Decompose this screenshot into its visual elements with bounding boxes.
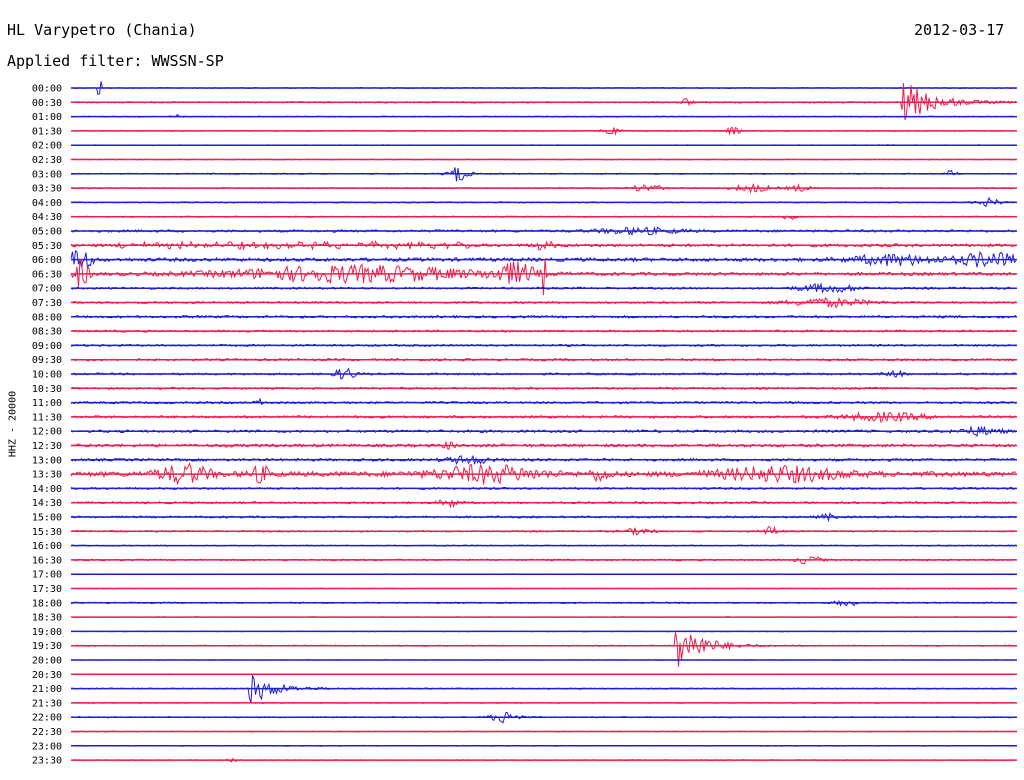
time-tick-label: 10:30	[32, 384, 62, 395]
time-tick-label: 17:30	[32, 584, 62, 595]
time-tick-label: 01:00	[32, 112, 62, 123]
time-tick-label: 13:00	[32, 455, 62, 466]
time-tick-label: 14:00	[32, 484, 62, 495]
time-tick-label: 09:30	[32, 355, 62, 366]
seismic-trace-1330	[70, 462, 1017, 486]
time-tick-label: 15:30	[32, 527, 62, 538]
time-tick-label: 13:30	[32, 470, 62, 481]
time-tick-label: 07:30	[32, 298, 62, 309]
filter-label: Applied filter: WWSSN-SP	[7, 52, 224, 70]
time-tick-label: 04:00	[32, 198, 62, 209]
date-label: 2012-03-17	[914, 21, 1005, 39]
time-tick-label: 01:30	[32, 126, 62, 137]
time-tick-label: 03:30	[32, 184, 62, 195]
time-tick-label: 19:00	[32, 627, 62, 638]
time-tick-label: 21:00	[32, 684, 62, 695]
time-tick-label: 23:00	[32, 741, 62, 752]
time-tick-label: 05:00	[32, 227, 62, 238]
time-tick-label: 09:00	[32, 341, 62, 352]
seismic-trace-1100	[70, 397, 1017, 405]
time-tick-label: 02:30	[32, 155, 62, 166]
time-tick-label: 11:00	[32, 398, 62, 409]
seismic-trace-1000	[70, 367, 1017, 380]
time-tick-label: 22:30	[32, 727, 62, 738]
time-tick-label: 12:30	[32, 441, 62, 452]
station-title: HL Varypetro (Chania)	[7, 21, 197, 39]
time-tick-label: 00:30	[32, 98, 62, 109]
time-tick-label: 06:00	[32, 255, 62, 266]
seismic-trace-0630	[70, 258, 1017, 296]
time-tick-label: 22:00	[32, 713, 62, 724]
time-tick-label: 17:00	[32, 570, 62, 581]
time-tick-label: 06:30	[32, 269, 62, 280]
time-tick-label: 02:00	[32, 141, 62, 152]
time-tick-label: 21:30	[32, 698, 62, 709]
time-tick-label: 05:30	[32, 241, 62, 252]
time-tick-label: 07:00	[32, 284, 62, 295]
time-tick-label: 08:00	[32, 312, 62, 323]
time-tick-label: 04:30	[32, 212, 62, 223]
time-tick-label: 16:00	[32, 541, 62, 552]
seismic-trace-0930	[70, 357, 1017, 362]
time-tick-label: 14:30	[32, 498, 62, 509]
time-tick-label: 19:30	[32, 641, 62, 652]
time-tick-label: 11:30	[32, 412, 62, 423]
time-tick-label: 15:00	[32, 513, 62, 524]
time-tick-label: 03:00	[32, 169, 62, 180]
time-tick-label: 16:30	[32, 555, 62, 566]
time-tick-label: 08:30	[32, 327, 62, 338]
time-tick-label: 18:30	[32, 613, 62, 624]
time-tick-label: 23:30	[32, 756, 62, 767]
seismic-trace-1200	[70, 425, 1017, 438]
time-tick-label: 00:00	[32, 84, 62, 95]
time-tick-label: 12:00	[32, 427, 62, 438]
time-tick-label: 10:00	[32, 370, 62, 381]
time-tick-label: 20:30	[32, 670, 62, 681]
seismic-trace-1930	[70, 632, 1017, 667]
time-tick-label: 20:00	[32, 656, 62, 667]
time-tick-label: 18:00	[32, 598, 62, 609]
